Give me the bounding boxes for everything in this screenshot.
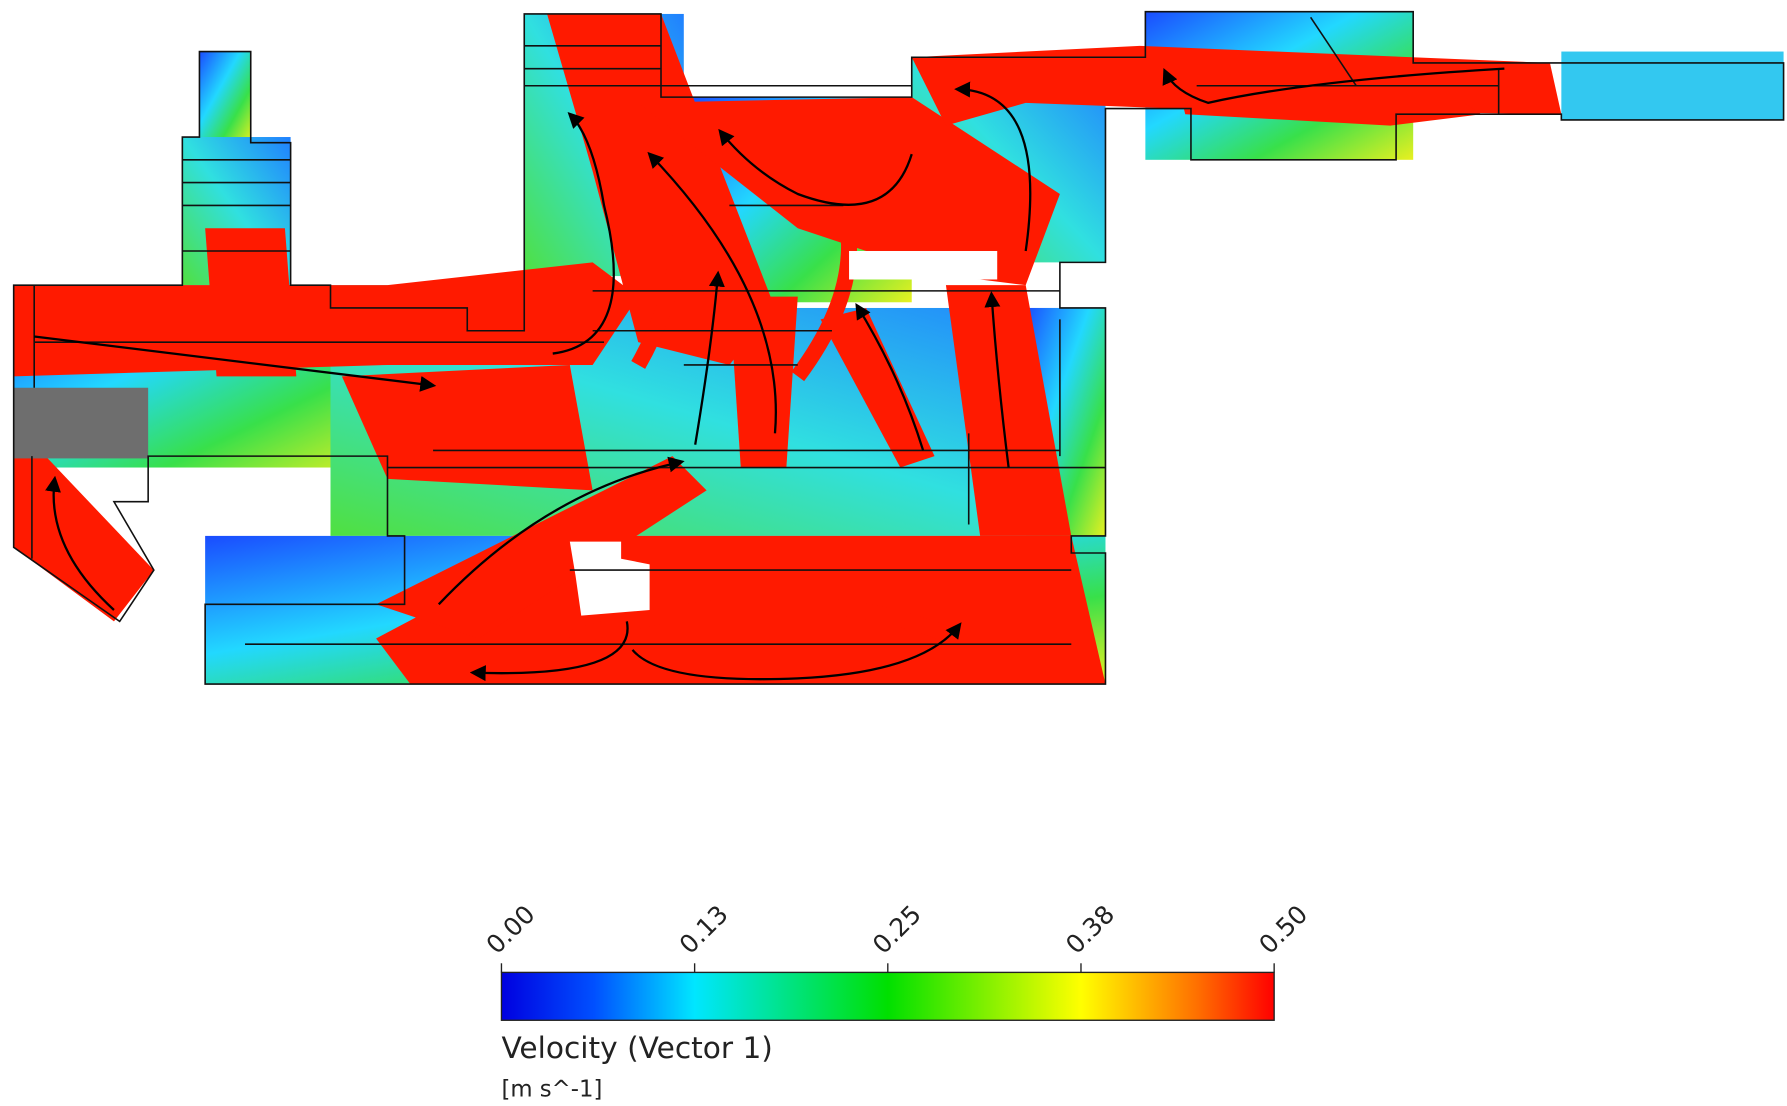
figure: Velocity (Vector 1) [m s^-1] 0.00 0.13 0.2… xyxy=(0,0,1787,1106)
colorbar: Velocity (Vector 1) [m s^-1] 0.00 0.13 0.2… xyxy=(481,900,1314,1103)
colorbar-unit: [m s^-1] xyxy=(501,1077,602,1103)
colorbar-tick-label: 0.13 xyxy=(674,900,734,960)
flow-field xyxy=(14,12,1784,684)
colorbar-gradient xyxy=(501,972,1274,1020)
colorbar-tick-label: 0.50 xyxy=(1253,900,1313,960)
colorbar-tick-label: 0.00 xyxy=(481,900,541,960)
colorbar-tick-label: 0.25 xyxy=(867,900,927,960)
colorbar-tick-label: 0.38 xyxy=(1060,900,1120,960)
colorbar-title: Velocity (Vector 1) xyxy=(501,1030,772,1065)
